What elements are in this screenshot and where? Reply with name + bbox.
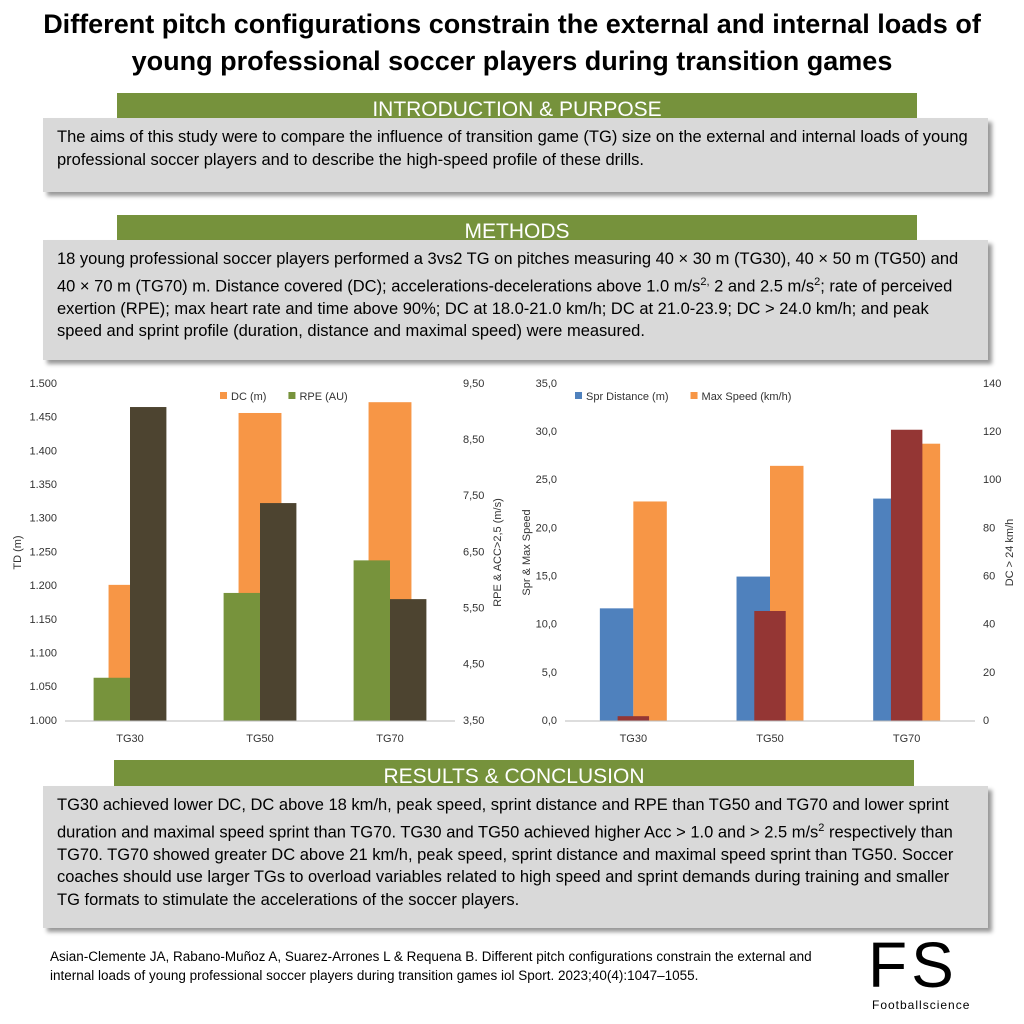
text-run: respectively than TG70. TG70 showed grea…	[57, 823, 954, 909]
x-tick-label: TG30	[116, 733, 144, 745]
y-tick-label: 20,0	[536, 522, 557, 534]
y2-tick-label: 120	[983, 426, 1001, 438]
citation: Asian-Clemente JA, Rabano-Muñoz A, Suare…	[50, 949, 812, 983]
y-tick-label: 1.300	[29, 513, 57, 525]
legend-label: DC (m)	[231, 391, 266, 403]
y2-tick-label: 7,50	[463, 490, 484, 502]
y2-tick-label: 6,50	[463, 546, 484, 558]
logo-caption: Footballscience	[872, 998, 971, 1012]
bar	[93, 677, 130, 721]
x-tick-label: TG70	[893, 733, 921, 745]
x-tick-label: TG30	[620, 733, 648, 745]
text-run: The aims of this study were to compare t…	[57, 128, 968, 169]
logo: FS	[868, 929, 958, 1001]
legend-label: Spr Distance (m)	[586, 391, 669, 403]
y-axis-title: Spr & Max Speed	[521, 509, 533, 595]
bar	[754, 610, 786, 721]
y-tick-label: 10,0	[536, 619, 557, 631]
text-run: TG30 achieved lower DC, DC above 18 km/h…	[57, 796, 949, 841]
text-box: The aims of this study were to compare t…	[43, 118, 988, 192]
text-run: ; rate of perceived exertion (RPE); max …	[57, 277, 953, 340]
y2-tick-label: 4,50	[463, 659, 484, 671]
bar	[390, 599, 427, 721]
y2-tick-label: 40	[983, 619, 995, 631]
y-tick-label: 1.400	[29, 445, 57, 457]
x-tick-label: TG70	[376, 733, 404, 745]
y-tick-label: 5,0	[542, 667, 557, 679]
y2-tick-label: 0	[983, 715, 989, 727]
bar	[353, 560, 390, 721]
y-tick-label: 1.100	[29, 648, 57, 660]
y2-tick-label: 140	[983, 378, 1001, 390]
legend-label: RPE (AU)	[299, 391, 347, 403]
y2-tick-label: 20	[983, 667, 995, 679]
y-tick-label: 1.050	[29, 681, 57, 693]
bar	[617, 716, 650, 721]
y-tick-label: 1.000	[29, 715, 57, 727]
legend-swatch	[575, 392, 582, 399]
y-tick-label: 30,0	[536, 426, 557, 438]
superscript: 2	[818, 821, 825, 834]
y-tick-label: 1.150	[29, 614, 57, 626]
legend-swatch	[220, 392, 227, 399]
text-box: 18 young professional soccer players per…	[43, 240, 988, 360]
text-box: TG30 achieved lower DC, DC above 18 km/h…	[43, 786, 988, 928]
y-tick-label: 1.250	[29, 546, 57, 558]
superscript: 2,	[700, 275, 710, 288]
y-tick-label: 25,0	[536, 474, 557, 486]
text-run: 2 and 2.5 m/s	[709, 277, 815, 295]
y-tick-label: 1.500	[29, 378, 57, 390]
bar	[599, 608, 634, 721]
legend-swatch	[690, 392, 698, 399]
bar	[633, 501, 667, 721]
x-tick-label: TG50	[756, 733, 784, 745]
y2-tick-label: 60	[983, 570, 995, 582]
y-tick-label: 1.350	[29, 479, 57, 491]
y2-tick-label: 3,50	[463, 715, 484, 727]
y-tick-label: 15,0	[536, 570, 557, 582]
superscript: 2	[814, 275, 821, 288]
y-tick-label: 35,0	[536, 378, 557, 390]
y-tick-label: 0,0	[542, 715, 557, 727]
y-tick-label: 1.450	[29, 412, 57, 424]
y2-tick-label: 9,50	[463, 378, 484, 390]
text-run: 18 young professional soccer players per…	[57, 250, 959, 295]
y2-axis-title: RPE & ACC>2,5 (m/s)	[492, 498, 504, 607]
y2-tick-label: 100	[983, 474, 1001, 486]
bar	[890, 429, 923, 721]
y-axis-title: TD (m)	[12, 535, 24, 569]
legend-label: Max Speed (km/h)	[702, 391, 792, 403]
bar	[260, 503, 297, 721]
y2-axis-title: DC > 24 km/h	[1004, 519, 1016, 587]
y2-tick-label: 5,50	[463, 603, 484, 615]
charts: 1.000 1.050 1.100 1.150 1.200 1.250 1.300 1.350…	[12, 378, 1016, 745]
y-tick-label: 1.200	[29, 580, 57, 592]
y2-tick-label: 80	[983, 522, 995, 534]
bar	[130, 407, 167, 721]
title: Different pitch configurations constrain…	[43, 9, 981, 76]
bar	[223, 592, 260, 721]
y2-tick-label: 8,50	[463, 434, 484, 446]
legend-swatch	[288, 392, 296, 399]
x-tick-label: TG50	[246, 733, 274, 745]
